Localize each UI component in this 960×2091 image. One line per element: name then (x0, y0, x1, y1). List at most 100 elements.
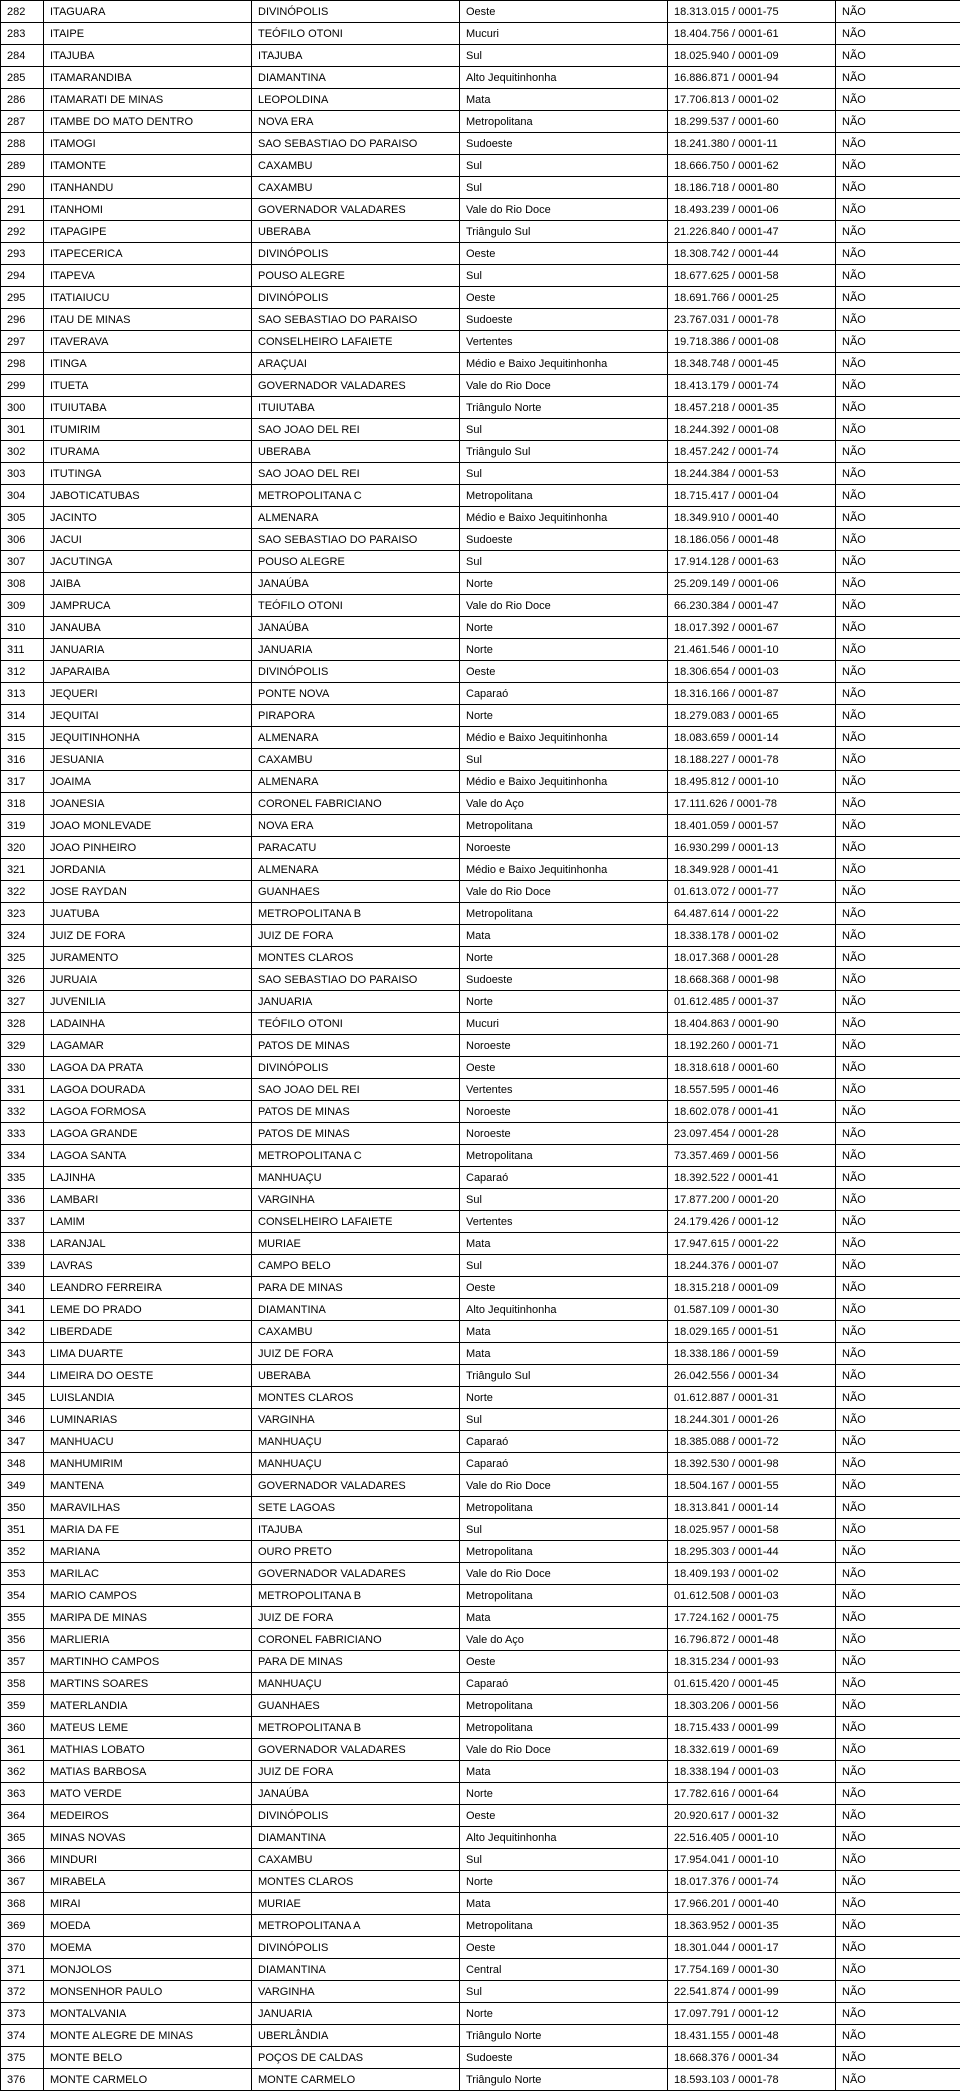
flag-value: NÃO (836, 1959, 960, 1981)
table-row: 353MARILACGOVERNADOR VALADARESVale do Ri… (1, 1563, 960, 1585)
table-row: 366MINDURICAXAMBUSul17.954.041 / 0001-10… (1, 1849, 960, 1871)
subregion-name: Oeste (460, 661, 668, 683)
cnpj-value: 18.404.863 / 0001-90 (668, 1013, 836, 1035)
municipality-name: MONJOLOS (44, 1959, 252, 1981)
row-index: 288 (1, 133, 44, 155)
flag-value: NÃO (836, 2003, 960, 2025)
table-row: 290ITANHANDUCAXAMBUSul18.186.718 / 0001-… (1, 177, 960, 199)
regional-name: DIVINÓPOLIS (252, 661, 460, 683)
regional-name: VARGINHA (252, 1981, 460, 2003)
cnpj-value: 17.724.162 / 0001-75 (668, 1607, 836, 1629)
row-index: 370 (1, 1937, 44, 1959)
municipality-name: MATERLANDIA (44, 1695, 252, 1717)
regional-name: NOVA ERA (252, 815, 460, 837)
table-row: 345LUISLANDIAMONTES CLAROSNorte01.612.88… (1, 1387, 960, 1409)
regional-name: GOVERNADOR VALADARES (252, 375, 460, 397)
subregion-name: Vale do Rio Doce (460, 881, 668, 903)
flag-value: NÃO (836, 45, 960, 67)
municipality-name: ITAMOGI (44, 133, 252, 155)
row-index: 337 (1, 1211, 44, 1233)
flag-value: NÃO (836, 1761, 960, 1783)
cnpj-value: 18.029.165 / 0001-51 (668, 1321, 836, 1343)
municipality-name: JOAO MONLEVADE (44, 815, 252, 837)
municipality-name: ITAJUBA (44, 45, 252, 67)
subregion-name: Norte (460, 1387, 668, 1409)
row-index: 368 (1, 1893, 44, 1915)
flag-value: NÃO (836, 749, 960, 771)
table-row: 307JACUTINGAPOUSO ALEGRESul17.914.128 / … (1, 551, 960, 573)
table-row: 359MATERLANDIAGUANHAESMetropolitana18.30… (1, 1695, 960, 1717)
cnpj-value: 18.241.380 / 0001-11 (668, 133, 836, 155)
table-row: 317JOAIMAALMENARAMédio e Baixo Jequitinh… (1, 771, 960, 793)
row-index: 372 (1, 1981, 44, 2003)
municipalities-table: 282ITAGUARADIVINÓPOLISOeste18.313.015 / … (0, 0, 960, 2091)
subregion-name: Sudoeste (460, 529, 668, 551)
cnpj-value: 18.668.368 / 0001-98 (668, 969, 836, 991)
municipality-name: MONTALVANIA (44, 2003, 252, 2025)
row-index: 352 (1, 1541, 44, 1563)
regional-name: SETE LAGOAS (252, 1497, 460, 1519)
cnpj-value: 73.357.469 / 0001-56 (668, 1145, 836, 1167)
municipality-name: ITUMIRIM (44, 419, 252, 441)
cnpj-value: 17.914.128 / 0001-63 (668, 551, 836, 573)
table-row: 324JUIZ DE FORAJUIZ DE FORAMata18.338.17… (1, 925, 960, 947)
regional-name: DIVINÓPOLIS (252, 1057, 460, 1079)
row-index: 339 (1, 1255, 44, 1277)
flag-value: NÃO (836, 1123, 960, 1145)
subregion-name: Médio e Baixo Jequitinhonha (460, 859, 668, 881)
subregion-name: Norte (460, 617, 668, 639)
subregion-name: Triângulo Sul (460, 1365, 668, 1387)
subregion-name: Vale do Rio Doce (460, 1739, 668, 1761)
cnpj-value: 18.186.718 / 0001-80 (668, 177, 836, 199)
regional-name: UBERLÂNDIA (252, 2025, 460, 2047)
row-index: 346 (1, 1409, 44, 1431)
municipality-name: JEQUERI (44, 683, 252, 705)
row-index: 315 (1, 727, 44, 749)
table-row: 291ITANHOMIGOVERNADOR VALADARESVale do R… (1, 199, 960, 221)
subregion-name: Vertentes (460, 331, 668, 353)
municipality-name: LAGOA DA PRATA (44, 1057, 252, 1079)
subregion-name: Metropolitana (460, 111, 668, 133)
cnpj-value: 18.188.227 / 0001-78 (668, 749, 836, 771)
municipality-name: LAMIM (44, 1211, 252, 1233)
flag-value: NÃO (836, 133, 960, 155)
municipality-name: ITATIAIUCU (44, 287, 252, 309)
municipality-name: MARIANA (44, 1541, 252, 1563)
cnpj-value: 18.313.015 / 0001-75 (668, 1, 836, 23)
municipality-name: ITAIPE (44, 23, 252, 45)
subregion-name: Sul (460, 1981, 668, 2003)
cnpj-value: 22.516.405 / 0001-10 (668, 1827, 836, 1849)
regional-name: GOVERNADOR VALADARES (252, 1739, 460, 1761)
regional-name: PATOS DE MINAS (252, 1123, 460, 1145)
row-index: 283 (1, 23, 44, 45)
table-row: 327JUVENILIAJANUARIANorte01.612.485 / 00… (1, 991, 960, 1013)
municipality-name: LUISLANDIA (44, 1387, 252, 1409)
table-row: 371MONJOLOSDIAMANTINACentral17.754.169 /… (1, 1959, 960, 1981)
municipality-name: ITAPAGIPE (44, 221, 252, 243)
table-row: 369MOEDAMETROPOLITANA AMetropolitana18.3… (1, 1915, 960, 1937)
subregion-name: Oeste (460, 1805, 668, 1827)
cnpj-value: 18.457.218 / 0001-35 (668, 397, 836, 419)
municipality-name: MOEDA (44, 1915, 252, 1937)
subregion-name: Alto Jequitinhonha (460, 1299, 668, 1321)
cnpj-value: 64.487.614 / 0001-22 (668, 903, 836, 925)
row-index: 307 (1, 551, 44, 573)
flag-value: NÃO (836, 1101, 960, 1123)
cnpj-value: 66.230.384 / 0001-47 (668, 595, 836, 617)
table-row: 285ITAMARANDIBADIAMANTINAAlto Jequitinho… (1, 67, 960, 89)
cnpj-value: 18.244.301 / 0001-26 (668, 1409, 836, 1431)
row-index: 291 (1, 199, 44, 221)
subregion-name: Norte (460, 947, 668, 969)
subregion-name: Vertentes (460, 1211, 668, 1233)
subregion-name: Vale do Aço (460, 1629, 668, 1651)
municipality-name: MONTE ALEGRE DE MINAS (44, 2025, 252, 2047)
table-row: 288ITAMOGISAO SEBASTIAO DO PARAISOSudoes… (1, 133, 960, 155)
flag-value: NÃO (836, 1585, 960, 1607)
subregion-name: Mata (460, 1343, 668, 1365)
cnpj-value: 01.587.109 / 0001-30 (668, 1299, 836, 1321)
flag-value: NÃO (836, 947, 960, 969)
regional-name: POUSO ALEGRE (252, 265, 460, 287)
flag-value: NÃO (836, 1079, 960, 1101)
flag-value: NÃO (836, 309, 960, 331)
row-index: 348 (1, 1453, 44, 1475)
